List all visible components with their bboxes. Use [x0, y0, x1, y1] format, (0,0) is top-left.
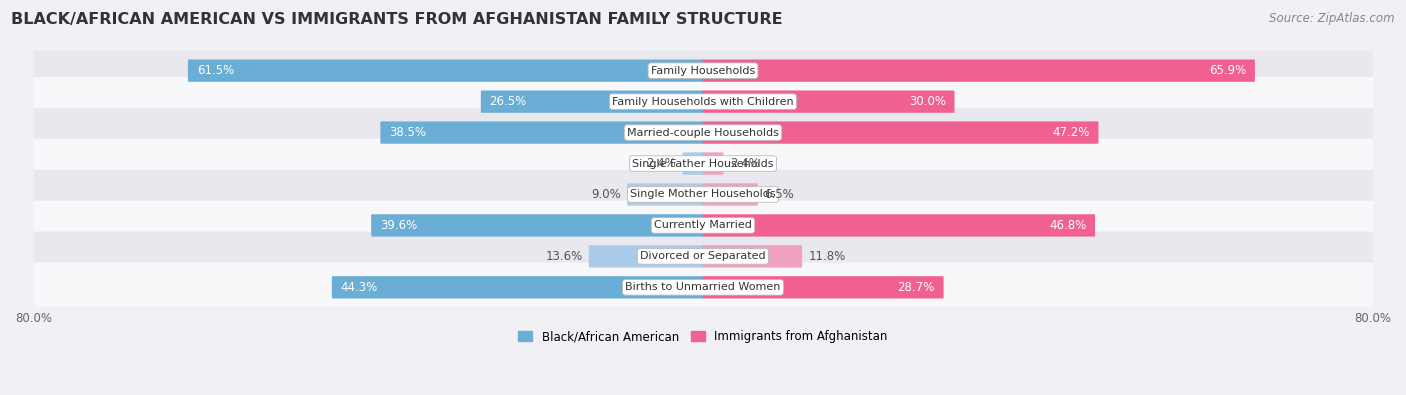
FancyBboxPatch shape	[371, 214, 703, 237]
FancyBboxPatch shape	[703, 121, 1098, 144]
FancyBboxPatch shape	[381, 121, 703, 144]
FancyBboxPatch shape	[31, 231, 1375, 281]
Text: 11.8%: 11.8%	[808, 250, 845, 263]
FancyBboxPatch shape	[703, 152, 724, 175]
Text: 38.5%: 38.5%	[389, 126, 426, 139]
FancyBboxPatch shape	[31, 201, 1375, 250]
Text: 46.8%: 46.8%	[1049, 219, 1087, 232]
Text: 2.4%: 2.4%	[730, 157, 759, 170]
Text: Births to Unmarried Women: Births to Unmarried Women	[626, 282, 780, 292]
Text: 39.6%: 39.6%	[380, 219, 418, 232]
FancyBboxPatch shape	[31, 170, 1375, 219]
Text: BLACK/AFRICAN AMERICAN VS IMMIGRANTS FROM AFGHANISTAN FAMILY STRUCTURE: BLACK/AFRICAN AMERICAN VS IMMIGRANTS FRO…	[11, 12, 783, 27]
FancyBboxPatch shape	[703, 245, 803, 267]
FancyBboxPatch shape	[31, 108, 1375, 157]
FancyBboxPatch shape	[703, 276, 943, 299]
Text: 9.0%: 9.0%	[592, 188, 621, 201]
FancyBboxPatch shape	[31, 46, 1375, 96]
FancyBboxPatch shape	[703, 183, 758, 206]
Text: 28.7%: 28.7%	[897, 281, 935, 294]
FancyBboxPatch shape	[589, 245, 703, 267]
Text: Single Father Households: Single Father Households	[633, 158, 773, 169]
Text: 30.0%: 30.0%	[908, 95, 946, 108]
FancyBboxPatch shape	[31, 139, 1375, 188]
FancyBboxPatch shape	[627, 183, 703, 206]
FancyBboxPatch shape	[703, 60, 1256, 82]
Text: 26.5%: 26.5%	[489, 95, 527, 108]
FancyBboxPatch shape	[188, 60, 703, 82]
FancyBboxPatch shape	[682, 152, 703, 175]
Text: Source: ZipAtlas.com: Source: ZipAtlas.com	[1270, 12, 1395, 25]
FancyBboxPatch shape	[481, 90, 703, 113]
Text: Family Households with Children: Family Households with Children	[612, 97, 794, 107]
FancyBboxPatch shape	[703, 214, 1095, 237]
Text: Single Mother Households: Single Mother Households	[630, 190, 776, 199]
FancyBboxPatch shape	[31, 77, 1375, 126]
Text: 2.4%: 2.4%	[647, 157, 676, 170]
Text: 44.3%: 44.3%	[340, 281, 378, 294]
Text: 13.6%: 13.6%	[546, 250, 582, 263]
Text: Married-couple Households: Married-couple Households	[627, 128, 779, 137]
Text: Currently Married: Currently Married	[654, 220, 752, 230]
Text: 61.5%: 61.5%	[197, 64, 233, 77]
Text: Family Households: Family Households	[651, 66, 755, 76]
FancyBboxPatch shape	[703, 90, 955, 113]
Text: 65.9%: 65.9%	[1209, 64, 1246, 77]
Text: 47.2%: 47.2%	[1052, 126, 1090, 139]
Text: Divorced or Separated: Divorced or Separated	[640, 251, 766, 261]
Text: 6.5%: 6.5%	[763, 188, 794, 201]
FancyBboxPatch shape	[31, 263, 1375, 312]
FancyBboxPatch shape	[332, 276, 703, 299]
Legend: Black/African American, Immigrants from Afghanistan: Black/African American, Immigrants from …	[513, 325, 893, 348]
